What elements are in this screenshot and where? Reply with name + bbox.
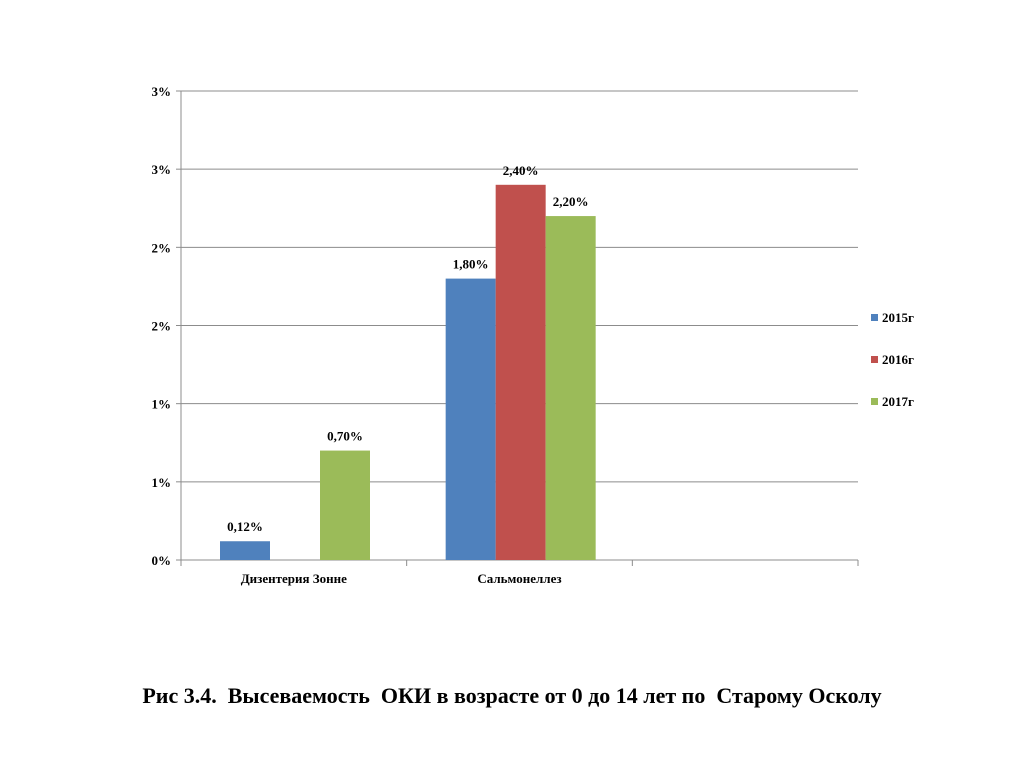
legend-swatch <box>871 398 878 405</box>
legend-swatch <box>871 356 878 363</box>
data-label: 2,20% <box>553 194 589 209</box>
y-tick-label: 0% <box>152 553 172 568</box>
bar <box>545 216 596 561</box>
y-tick-label: 3% <box>152 84 172 99</box>
legend-swatch <box>871 314 878 321</box>
legend-label: 2015г <box>882 310 914 325</box>
data-label: 1,80% <box>453 257 489 272</box>
bar <box>320 450 370 560</box>
figure-caption: Рис 3.4. Высеваемость ОКИ в возрасте от … <box>142 683 882 708</box>
data-label: 0,12% <box>227 519 263 534</box>
y-tick-label: 1% <box>152 397 172 412</box>
data-label: 2,40% <box>503 163 539 178</box>
data-label: 0,70% <box>327 429 363 444</box>
legend-label: 2017г <box>882 394 914 409</box>
bars: 0,12% 1,80% 2,40% 0,70% 2,20% <box>220 163 596 561</box>
y-tick-label: 1% <box>152 475 172 490</box>
y-tick-label: 2% <box>152 240 172 255</box>
y-axis-ticks: 0% 1% 1% 2% 2% 3% 3% <box>152 84 181 568</box>
bar <box>220 541 270 560</box>
legend-label: 2016г <box>882 352 914 367</box>
x-axis-ticks: Дизентерия Зонне Сальмонеллез <box>180 560 859 586</box>
x-tick-label: Дизентерия Зонне <box>241 571 347 586</box>
legend: 2015г 2016г 2017г <box>871 310 914 409</box>
y-tick-label: 2% <box>152 319 172 334</box>
bar <box>445 278 496 560</box>
bar <box>495 184 546 561</box>
y-tick-label: 3% <box>152 162 172 177</box>
x-tick-label: Сальмонеллез <box>477 571 561 586</box>
